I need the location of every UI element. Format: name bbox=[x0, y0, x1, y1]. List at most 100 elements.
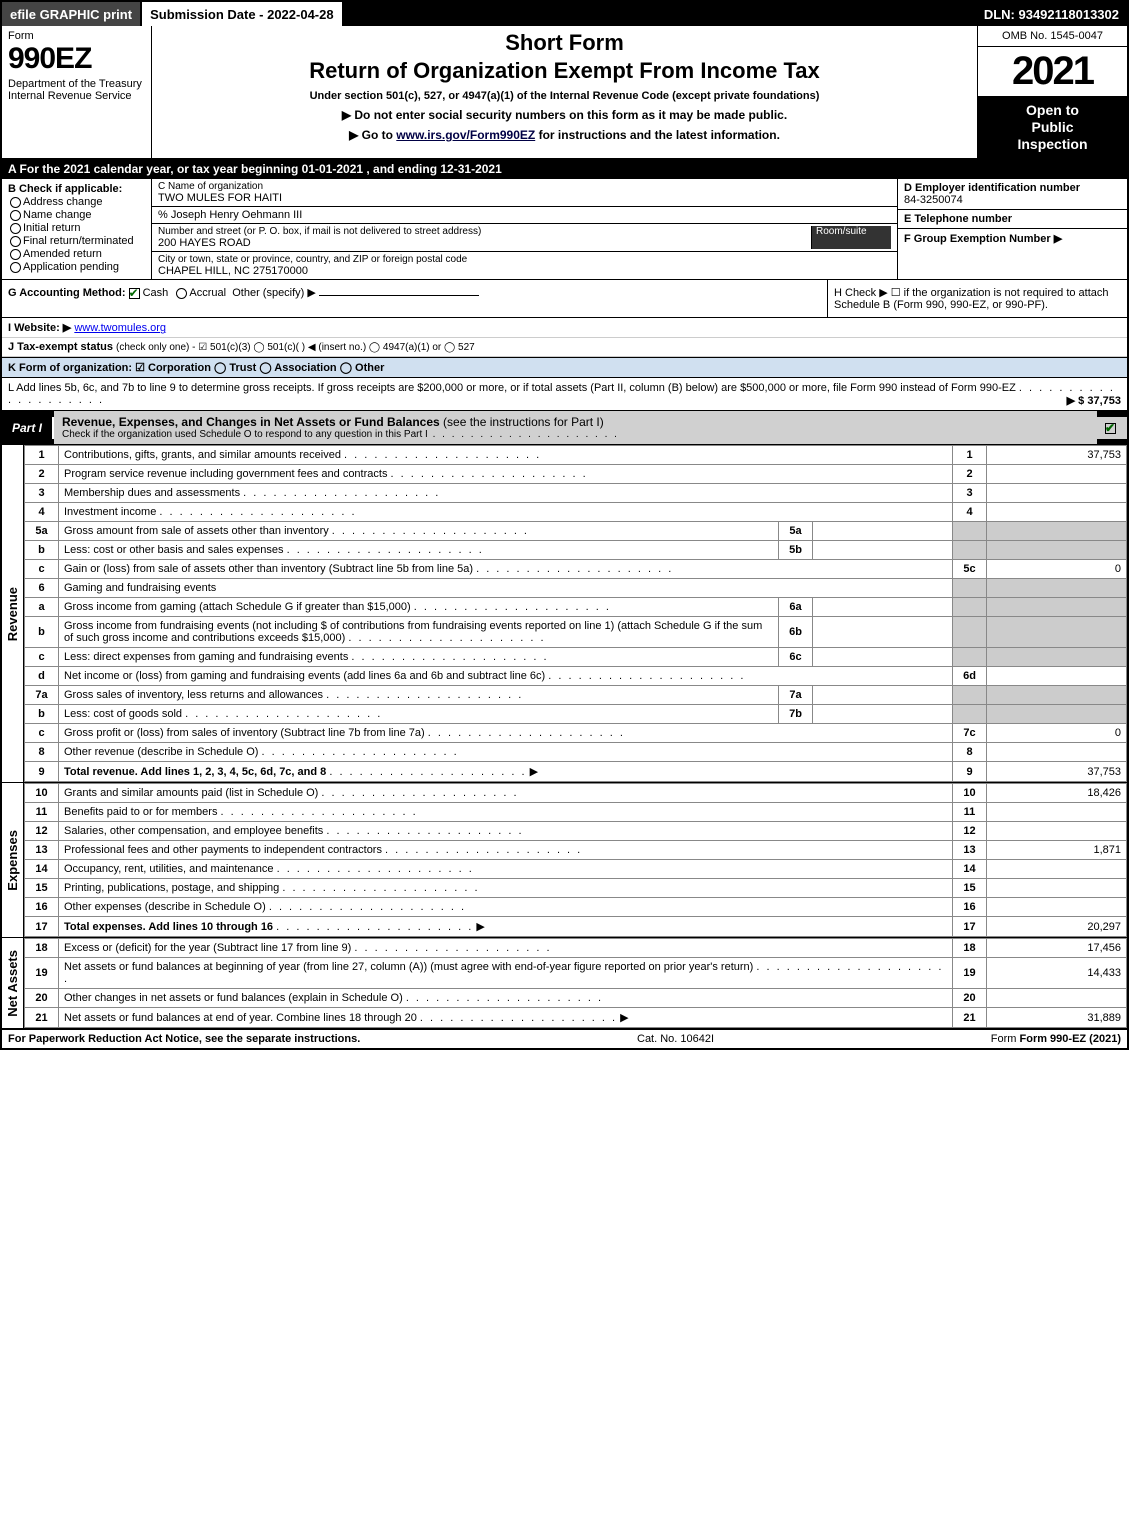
ein-row: D Employer identification number 84-3250… bbox=[898, 179, 1127, 210]
line-col-number: 9 bbox=[953, 762, 987, 782]
line-col-value: 1,871 bbox=[987, 841, 1127, 860]
netassets-vertical-label: Net Assets bbox=[2, 938, 24, 1028]
line-h-text: H Check ▶ ☐ if the organization is not r… bbox=[834, 287, 1109, 311]
sub-line-label: 6a bbox=[779, 598, 813, 617]
revenue-vertical-label: Revenue bbox=[2, 445, 24, 782]
table-row: 18Excess or (deficit) for the year (Subt… bbox=[25, 939, 1127, 958]
line-g: G Accounting Method: Cash Accrual Other … bbox=[2, 280, 827, 317]
table-row: 8Other revenue (describe in Schedule O) … bbox=[25, 743, 1127, 762]
chk-name-change[interactable]: Name change bbox=[8, 209, 145, 221]
col-num-shade bbox=[953, 598, 987, 617]
line-l-text: L Add lines 5b, 6c, and 7b to line 9 to … bbox=[8, 382, 1016, 394]
table-row: 19Net assets or fund balances at beginni… bbox=[25, 958, 1127, 989]
schedule-o-checkbox[interactable] bbox=[1105, 423, 1116, 434]
group-exemption-row: F Group Exemption Number ▶ bbox=[898, 229, 1127, 279]
footer-paperwork-notice: For Paperwork Reduction Act Notice, see … bbox=[8, 1033, 360, 1045]
sub-line-label: 7b bbox=[779, 705, 813, 724]
subtitle: Under section 501(c), 527, or 4947(a)(1)… bbox=[158, 90, 971, 102]
chk-initial-return[interactable]: Initial return bbox=[8, 222, 145, 234]
line-description: Investment income bbox=[59, 503, 953, 522]
sub-line-label: 6c bbox=[779, 648, 813, 667]
line-description: Contributions, gifts, grants, and simila… bbox=[59, 446, 953, 465]
table-row: 1Contributions, gifts, grants, and simil… bbox=[25, 446, 1127, 465]
ein-value: 84-3250074 bbox=[904, 194, 963, 206]
line-i: I Website: ▶ www.twomules.org bbox=[2, 318, 1127, 338]
line-description: Program service revenue including govern… bbox=[59, 465, 953, 484]
expenses-vertical-label: Expenses bbox=[2, 783, 24, 937]
line-number: 17 bbox=[25, 917, 59, 937]
table-row: 4Investment income 4 bbox=[25, 503, 1127, 522]
line-number: 15 bbox=[25, 879, 59, 898]
line-number: 8 bbox=[25, 743, 59, 762]
irs-link[interactable]: www.irs.gov/Form990EZ bbox=[396, 128, 535, 142]
line-description: Gain or (loss) from sale of assets other… bbox=[59, 560, 953, 579]
line-description: Gross income from fundraising events (no… bbox=[59, 617, 779, 648]
line-col-number: 5c bbox=[953, 560, 987, 579]
line-description: Net assets or fund balances at end of ye… bbox=[59, 1008, 953, 1028]
line-number: 4 bbox=[25, 503, 59, 522]
table-row: 13Professional fees and other payments t… bbox=[25, 841, 1127, 860]
expenses-table: 10Grants and similar amounts paid (list … bbox=[24, 783, 1127, 937]
line-description: Other revenue (describe in Schedule O) bbox=[59, 743, 953, 762]
care-of-value: % Joseph Henry Oehmann III bbox=[158, 209, 891, 221]
chk-application-pending[interactable]: Application pending bbox=[8, 261, 145, 273]
line-col-number: 10 bbox=[953, 784, 987, 803]
line-i-label: I Website: ▶ bbox=[8, 322, 71, 334]
line-col-value bbox=[987, 503, 1127, 522]
col-val-shade bbox=[987, 522, 1127, 541]
line-col-number: 4 bbox=[953, 503, 987, 522]
line-description: Other expenses (describe in Schedule O) bbox=[59, 898, 953, 917]
line-j-label: J Tax-exempt status bbox=[8, 341, 113, 353]
table-row: 16Other expenses (describe in Schedule O… bbox=[25, 898, 1127, 917]
other-specify-field[interactable] bbox=[319, 295, 479, 296]
chk-final-return[interactable]: Final return/terminated bbox=[8, 235, 145, 247]
line-col-value: 37,753 bbox=[987, 762, 1127, 782]
dln-segment: DLN: 93492118013302 bbox=[976, 2, 1127, 26]
line-j-options: (check only one) - ☑ 501(c)(3) ◯ 501(c)(… bbox=[116, 342, 475, 353]
line-col-value: 37,753 bbox=[987, 446, 1127, 465]
chk-accrual[interactable] bbox=[176, 288, 187, 299]
line-col-number: 19 bbox=[953, 958, 987, 989]
line-description: Occupancy, rent, utilities, and maintena… bbox=[59, 860, 953, 879]
org-name-row: C Name of organization TWO MULES FOR HAI… bbox=[152, 179, 897, 207]
part-1-header: Part I Revenue, Expenses, and Changes in… bbox=[2, 410, 1127, 444]
public-inspection-badge: Open to Public Inspection bbox=[978, 96, 1127, 158]
line-number: 10 bbox=[25, 784, 59, 803]
line-description: Less: cost of goods sold bbox=[59, 705, 779, 724]
org-name-label: C Name of organization bbox=[158, 181, 891, 192]
footer: For Paperwork Reduction Act Notice, see … bbox=[2, 1028, 1127, 1048]
city-label: City or town, state or province, country… bbox=[158, 254, 891, 265]
col-val-shade bbox=[987, 541, 1127, 560]
line-description: Benefits paid to or for members bbox=[59, 803, 953, 822]
line-description: Net income or (loss) from gaming and fun… bbox=[59, 667, 953, 686]
table-row: cLess: direct expenses from gaming and f… bbox=[25, 648, 1127, 667]
chk-address-change[interactable]: Address change bbox=[8, 196, 145, 208]
part-1-checkbox-end bbox=[1097, 417, 1127, 439]
chk-cash[interactable] bbox=[129, 288, 140, 299]
table-row: aGross income from gaming (attach Schedu… bbox=[25, 598, 1127, 617]
line-description: Gross sales of inventory, less returns a… bbox=[59, 686, 779, 705]
sub-line-value bbox=[813, 705, 953, 724]
line-col-number: 14 bbox=[953, 860, 987, 879]
website-link[interactable]: www.twomules.org bbox=[74, 322, 166, 334]
line-col-value bbox=[987, 822, 1127, 841]
block-bcd: B Check if applicable: Address change Na… bbox=[2, 179, 1127, 280]
care-of-row: % Joseph Henry Oehmann III bbox=[152, 207, 897, 224]
line-number: c bbox=[25, 648, 59, 667]
revenue-section: Revenue 1Contributions, gifts, grants, a… bbox=[2, 444, 1127, 782]
address-row: Number and street (or P. O. box, if mail… bbox=[152, 224, 897, 252]
efile-print-segment[interactable]: efile GRAPHIC print bbox=[2, 2, 142, 26]
line-g-label: G Accounting Method: bbox=[8, 287, 126, 299]
chk-amended-return[interactable]: Amended return bbox=[8, 248, 145, 260]
line-number: 11 bbox=[25, 803, 59, 822]
header-center: Short Form Return of Organization Exempt… bbox=[152, 26, 977, 158]
col-b-title: B Check if applicable: bbox=[8, 183, 122, 195]
line-col-number: 16 bbox=[953, 898, 987, 917]
line-col-value: 14,433 bbox=[987, 958, 1127, 989]
line-description: Total revenue. Add lines 1, 2, 3, 4, 5c,… bbox=[59, 762, 953, 782]
tax-year: 2021 bbox=[978, 47, 1127, 96]
line-description: Professional fees and other payments to … bbox=[59, 841, 953, 860]
line-col-number: 13 bbox=[953, 841, 987, 860]
col-val-shade bbox=[987, 598, 1127, 617]
expenses-section: Expenses 10Grants and similar amounts pa… bbox=[2, 782, 1127, 937]
